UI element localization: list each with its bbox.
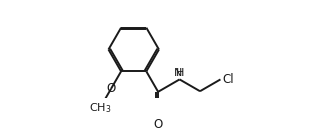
Text: CH$_3$: CH$_3$ — [89, 101, 111, 115]
Text: Cl: Cl — [222, 73, 234, 86]
Text: O: O — [154, 117, 163, 131]
Text: H: H — [175, 68, 184, 78]
Text: N: N — [173, 68, 182, 78]
Text: O: O — [106, 82, 116, 95]
